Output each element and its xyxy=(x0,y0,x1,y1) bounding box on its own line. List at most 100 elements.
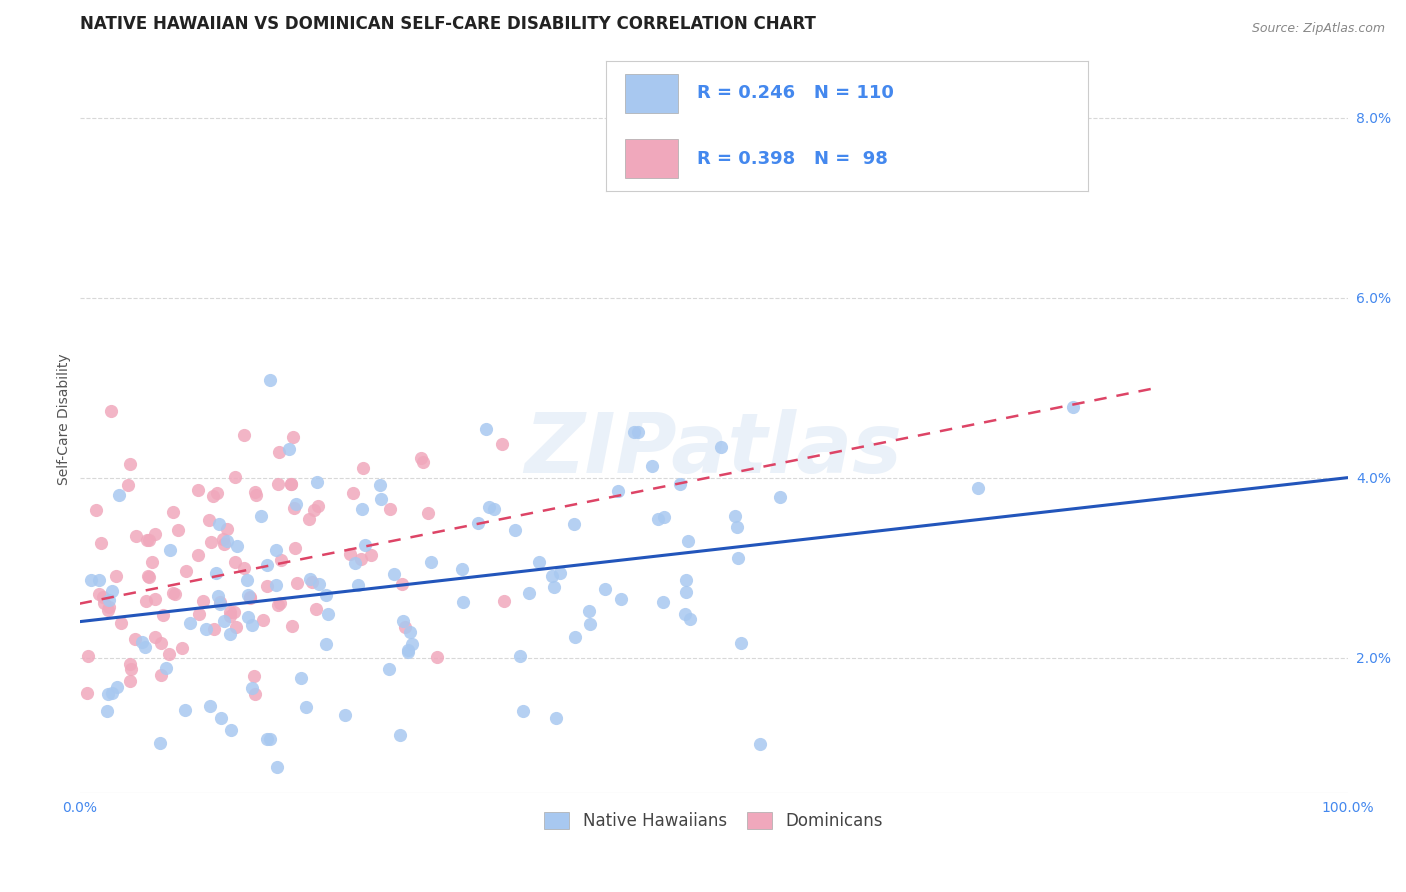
Point xyxy=(482,502,505,516)
Point xyxy=(281,619,304,633)
Point xyxy=(149,636,172,650)
Point xyxy=(118,657,141,671)
Point xyxy=(544,711,567,725)
Point xyxy=(135,594,157,608)
Point xyxy=(217,534,239,549)
Point xyxy=(283,500,305,515)
Point xyxy=(290,671,312,685)
Point xyxy=(76,648,98,663)
Point xyxy=(669,477,692,491)
Point xyxy=(509,649,531,664)
Point xyxy=(368,478,391,492)
Point xyxy=(233,561,256,575)
Point xyxy=(269,596,291,610)
Point xyxy=(205,486,228,500)
Point xyxy=(724,509,747,524)
Point xyxy=(89,573,111,587)
Point xyxy=(120,662,142,676)
Point xyxy=(302,503,325,517)
Text: Source: ZipAtlas.com: Source: ZipAtlas.com xyxy=(1251,22,1385,36)
Point xyxy=(101,685,124,699)
Point xyxy=(236,573,259,587)
Point xyxy=(749,738,772,752)
Point xyxy=(202,489,225,503)
Point xyxy=(419,555,441,569)
Point xyxy=(212,537,235,551)
Point xyxy=(378,662,401,676)
Point xyxy=(342,486,364,500)
Point xyxy=(107,488,129,502)
Point xyxy=(725,519,748,533)
Point xyxy=(236,610,259,624)
Point xyxy=(239,591,262,605)
Point xyxy=(155,661,177,675)
Point xyxy=(295,699,318,714)
Point xyxy=(209,597,232,611)
Point xyxy=(352,461,374,475)
Point xyxy=(124,632,146,647)
Point xyxy=(208,595,231,609)
Point xyxy=(382,566,405,581)
Point xyxy=(242,669,264,683)
Point xyxy=(110,615,132,630)
Legend: Native Hawaiians, Dominicans: Native Hawaiians, Dominicans xyxy=(537,805,890,837)
Point xyxy=(170,641,193,656)
Point xyxy=(307,475,329,490)
Point xyxy=(97,687,120,701)
Point xyxy=(623,425,645,440)
Point xyxy=(519,586,541,600)
Point xyxy=(238,588,260,602)
Point xyxy=(96,704,118,718)
Point xyxy=(647,511,669,525)
Point xyxy=(162,586,184,600)
Point xyxy=(478,500,501,515)
Point xyxy=(226,539,249,553)
Point xyxy=(118,457,141,471)
Point xyxy=(396,644,419,658)
Point xyxy=(224,555,246,569)
Point xyxy=(243,485,266,500)
Point xyxy=(100,403,122,417)
Point xyxy=(352,502,374,516)
Point xyxy=(211,711,233,725)
Point xyxy=(315,588,337,602)
Text: ZIPatlas: ZIPatlas xyxy=(524,409,903,490)
Point xyxy=(426,650,449,665)
Point xyxy=(256,558,278,573)
Point xyxy=(148,736,170,750)
Point xyxy=(394,620,416,634)
Point xyxy=(392,615,415,629)
Point xyxy=(391,577,413,591)
Point xyxy=(285,575,308,590)
Point xyxy=(307,499,329,513)
Point xyxy=(143,630,166,644)
Point xyxy=(202,623,225,637)
Point xyxy=(179,616,201,631)
Point xyxy=(370,492,392,507)
Point xyxy=(162,505,184,519)
Point xyxy=(245,488,267,502)
Point xyxy=(93,596,115,610)
Point xyxy=(141,555,163,569)
Point xyxy=(412,455,434,469)
Point xyxy=(259,731,281,746)
Point xyxy=(198,698,221,713)
Point xyxy=(80,574,103,588)
Point xyxy=(550,566,572,580)
Point xyxy=(730,636,752,650)
Point xyxy=(285,497,308,511)
Point xyxy=(543,580,565,594)
Point xyxy=(298,511,321,525)
Point xyxy=(91,590,114,604)
Point xyxy=(138,569,160,583)
Point xyxy=(98,600,121,615)
Point xyxy=(267,477,290,491)
Point xyxy=(266,543,288,558)
Point xyxy=(212,532,235,546)
Point xyxy=(284,541,307,556)
Point xyxy=(333,708,356,723)
Point xyxy=(198,513,221,527)
Point xyxy=(143,527,166,541)
Point xyxy=(208,516,231,531)
Point xyxy=(579,616,602,631)
